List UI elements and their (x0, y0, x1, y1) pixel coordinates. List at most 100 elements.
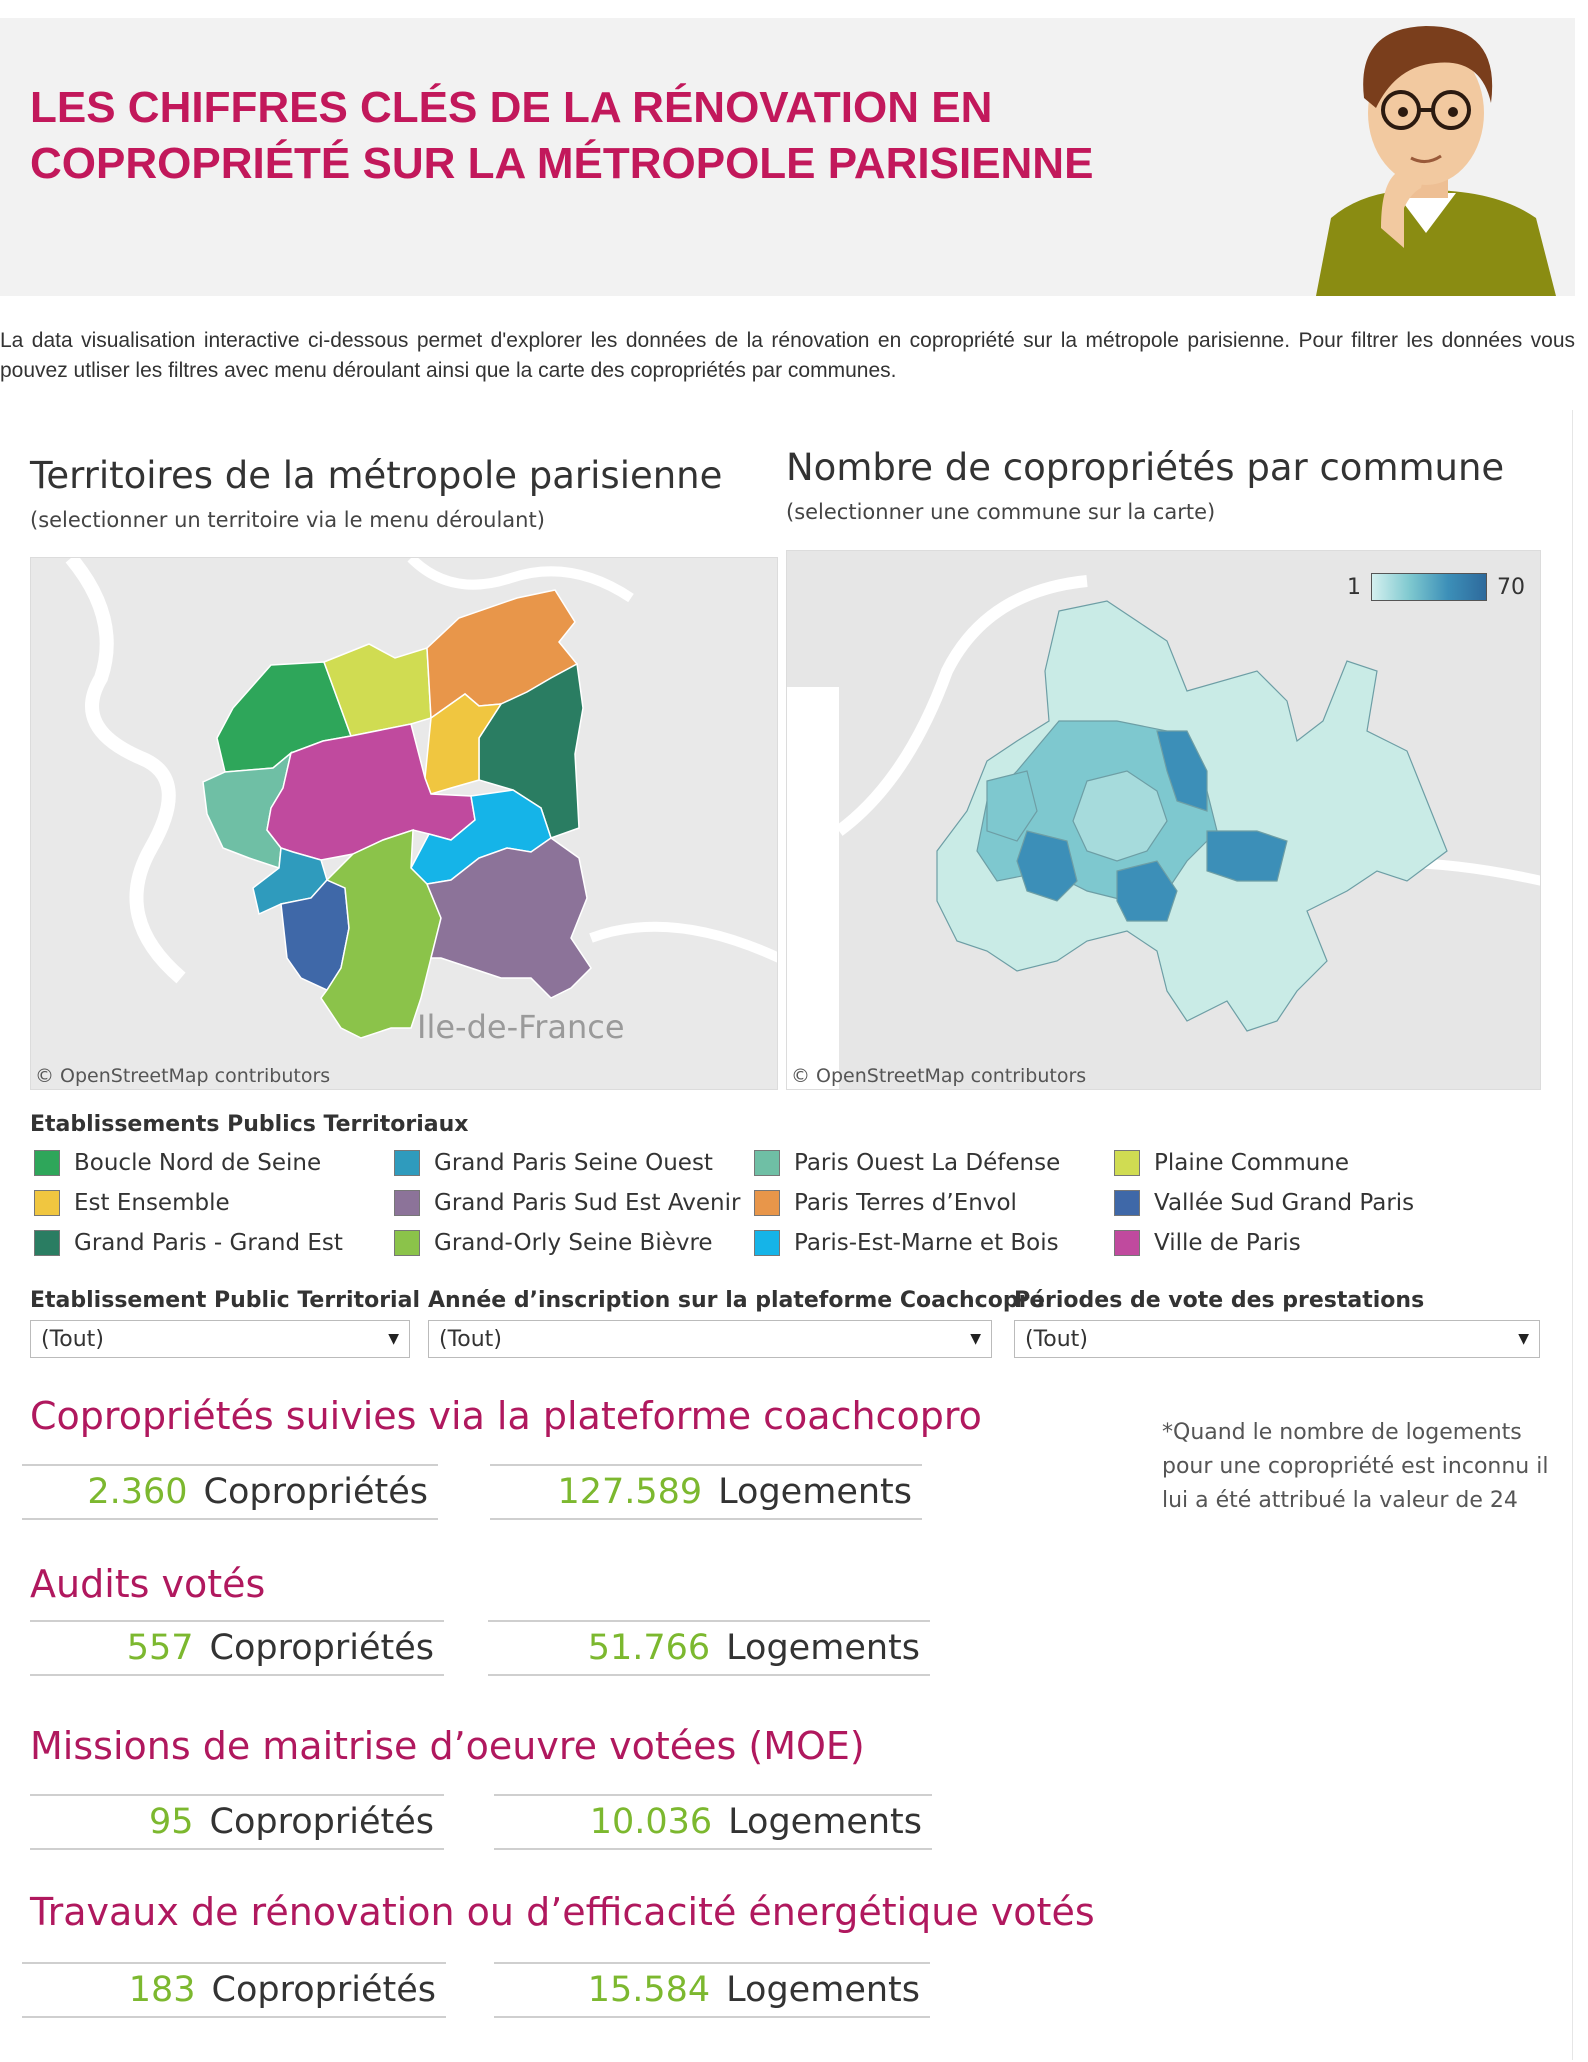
section-title-moe: Missions de maitrise d’oeuvre votées (MO… (30, 1724, 865, 1768)
kpi-value: 51.766 (587, 1628, 711, 1668)
left-panel-subtitle: (selectionner un territoire via le menu … (30, 508, 545, 532)
intro-paragraph: La data visualisation interactive ci-des… (0, 329, 1575, 382)
kpi-unit: Copropriétés (209, 1628, 434, 1668)
legend-item-paris-terres-d-envol[interactable]: Paris Terres d’Envol (754, 1190, 1017, 1216)
kpi-travaux-coproprietes: 183 Copropriétés (22, 1962, 446, 2018)
dropdown-arrow-icon[interactable]: ▼ (388, 1331, 399, 1347)
legend-label: Grand Paris Sud Est Avenir (434, 1190, 741, 1216)
filter-value-ept: (Tout) (41, 1326, 104, 1352)
legend-swatch (754, 1190, 780, 1216)
kpi-unit: Logements (728, 1802, 922, 1842)
kpi-value: 15.584 (587, 1970, 711, 2010)
territories-map[interactable]: Ile-de-France © OpenStreetMap contributo… (30, 557, 778, 1090)
kpi-unit: Copropriétés (211, 1970, 436, 2010)
legend-swatch (394, 1190, 420, 1216)
kpi-unit: Copropriétés (203, 1472, 428, 1512)
legend-item-paris-est-marne-et-bois[interactable]: Paris-Est-Marne et Bois (754, 1230, 1059, 1256)
scale-max-label: 70 (1497, 574, 1525, 600)
legend-swatch (754, 1150, 780, 1176)
legend-swatch (34, 1150, 60, 1176)
legend-label: Grand Paris Seine Ouest (434, 1150, 713, 1176)
left-panel-title: Territoires de la métropole parisienne (30, 454, 723, 497)
kpi-travaux-logements: 15.584 Logements (494, 1962, 930, 2018)
legend-item-grand-paris-sud-est-avenir[interactable]: Grand Paris Sud Est Avenir (394, 1190, 740, 1216)
legend-swatch (34, 1190, 60, 1216)
region-grand-paris-grand-est[interactable] (478, 662, 584, 839)
legend-item-ville-de-paris[interactable]: Ville de Paris (1114, 1230, 1301, 1256)
footnote: *Quand le nombre de logements pour une c… (1162, 1420, 1549, 1513)
legend-label: Ville de Paris (1154, 1230, 1301, 1256)
page-title-line-2: COPROPRIÉTÉ SUR LA MÉTROPOLE PARISIENNE (30, 139, 1094, 188)
kpi-value: 557 (126, 1628, 194, 1668)
kpi-moe-coproprietes: 95 Copropriétés (30, 1794, 444, 1850)
legend-item-boucle-nord-de-seine[interactable]: Boucle Nord de Seine (34, 1150, 321, 1176)
header-banner (0, 18, 1575, 296)
legend-item-est-ensemble[interactable]: Est Ensemble (34, 1190, 230, 1216)
filter-value-annee: (Tout) (439, 1326, 502, 1352)
filter-label-ept: Etablissement Public Territorial (30, 1288, 420, 1313)
legend-label: Est Ensemble (74, 1190, 230, 1216)
region-ville-de-paris[interactable] (266, 723, 476, 861)
scale-min-label: 1 (1347, 574, 1361, 600)
territories-map-canvas (31, 558, 777, 1089)
legend-swatch (394, 1150, 420, 1176)
filter-select-periodes[interactable]: (Tout) ▼ (1014, 1320, 1540, 1358)
dashboard-border (1572, 410, 1573, 2060)
left-map-attribution[interactable]: © OpenStreetMap contributors (35, 1065, 331, 1087)
legend-label: Boucle Nord de Seine (74, 1150, 322, 1176)
map-region-label: Ile-de-France (417, 1008, 625, 1046)
legend-item-paris-ouest-la-defense[interactable]: Paris Ouest La Défense (754, 1150, 1060, 1176)
kpi-suivies-coproprietes: 2.360 Copropriétés (22, 1464, 438, 1520)
filter-value-periodes: (Tout) (1025, 1326, 1088, 1352)
right-panel-subtitle: (selectionner une commune sur la carte) (786, 500, 1216, 524)
region-grand-paris-sud-est-avenir[interactable] (425, 837, 592, 999)
legend-label: Paris Terres d’Envol (794, 1190, 1017, 1216)
kpi-value: 127.589 (557, 1472, 703, 1512)
legend-item-grand-orly-seine-bievre[interactable]: Grand-Orly Seine Bièvre (394, 1230, 713, 1256)
legend-item-grand-paris-grand-est[interactable]: Grand Paris - Grand Est (34, 1230, 343, 1256)
legend-label: Plaine Commune (1154, 1150, 1350, 1176)
legend-swatch (1114, 1150, 1140, 1176)
legend-label: Grand-Orly Seine Bièvre (434, 1230, 713, 1256)
communes-map[interactable]: 1 70 © OpenStreetMap contributors (786, 550, 1541, 1090)
kpi-moe-logements: 10.036 Logements (494, 1794, 932, 1850)
color-scale-bar (1371, 573, 1487, 601)
kpi-unit: Copropriétés (209, 1802, 434, 1842)
right-map-attribution[interactable]: © OpenStreetMap contributors (791, 1065, 1087, 1087)
dropdown-arrow-icon[interactable]: ▼ (970, 1331, 981, 1347)
legend-label: Paris-Est-Marne et Bois (794, 1230, 1059, 1256)
kpi-value: 95 (148, 1802, 194, 1842)
legend-label: Paris Ouest La Défense (794, 1150, 1061, 1176)
kpi-suivies-logements: 127.589 Logements (490, 1464, 922, 1520)
filter-label-annee: Année d’inscription sur la plateforme Co… (428, 1288, 1045, 1313)
filter-label-periodes: Périodes de vote des prestations (1014, 1288, 1425, 1313)
legend-swatch (1114, 1230, 1140, 1256)
legend-swatch (34, 1230, 60, 1256)
thinking-man-illustration (1316, 26, 1556, 296)
kpi-audits-coproprietes: 557 Copropriétés (30, 1620, 444, 1676)
right-panel-title: Nombre de copropriétés par commune (786, 446, 1505, 489)
page-title: LES CHIFFRES CLÉS DE LA RÉNOVATION EN CO… (30, 80, 1230, 192)
filter-select-ept[interactable]: (Tout) ▼ (30, 1320, 410, 1358)
legend-item-plaine-commune[interactable]: Plaine Commune (1114, 1150, 1349, 1176)
legend-item-vallee-sud-grand-paris[interactable]: Vallée Sud Grand Paris (1114, 1190, 1414, 1216)
legend-label: Grand Paris - Grand Est (74, 1230, 343, 1256)
color-scale-legend: 1 70 (1347, 573, 1525, 601)
region-grand-orly-seine-bievre[interactable] (320, 828, 442, 1039)
page-title-line-1: LES CHIFFRES CLÉS DE LA RÉNOVATION EN (30, 83, 993, 132)
kpi-value: 183 (128, 1970, 196, 2010)
section-title-travaux: Travaux de rénovation ou d’efficacité én… (30, 1890, 1095, 1934)
dropdown-arrow-icon[interactable]: ▼ (1518, 1331, 1529, 1347)
kpi-value: 10.036 (589, 1802, 713, 1842)
legend-title: Etablissements Publics Territoriaux (30, 1112, 469, 1137)
filter-select-annee[interactable]: (Tout) ▼ (428, 1320, 992, 1358)
kpi-audits-logements: 51.766 Logements (488, 1620, 930, 1676)
legend-item-grand-paris-seine-ouest[interactable]: Grand Paris Seine Ouest (394, 1150, 713, 1176)
legend-label: Vallée Sud Grand Paris (1154, 1190, 1415, 1216)
legend-swatch (1114, 1190, 1140, 1216)
kpi-unit: Logements (726, 1628, 920, 1668)
legend-swatch (754, 1230, 780, 1256)
section-title-audits: Audits votés (30, 1562, 266, 1606)
kpi-unit: Logements (718, 1472, 912, 1512)
legend-swatch (394, 1230, 420, 1256)
